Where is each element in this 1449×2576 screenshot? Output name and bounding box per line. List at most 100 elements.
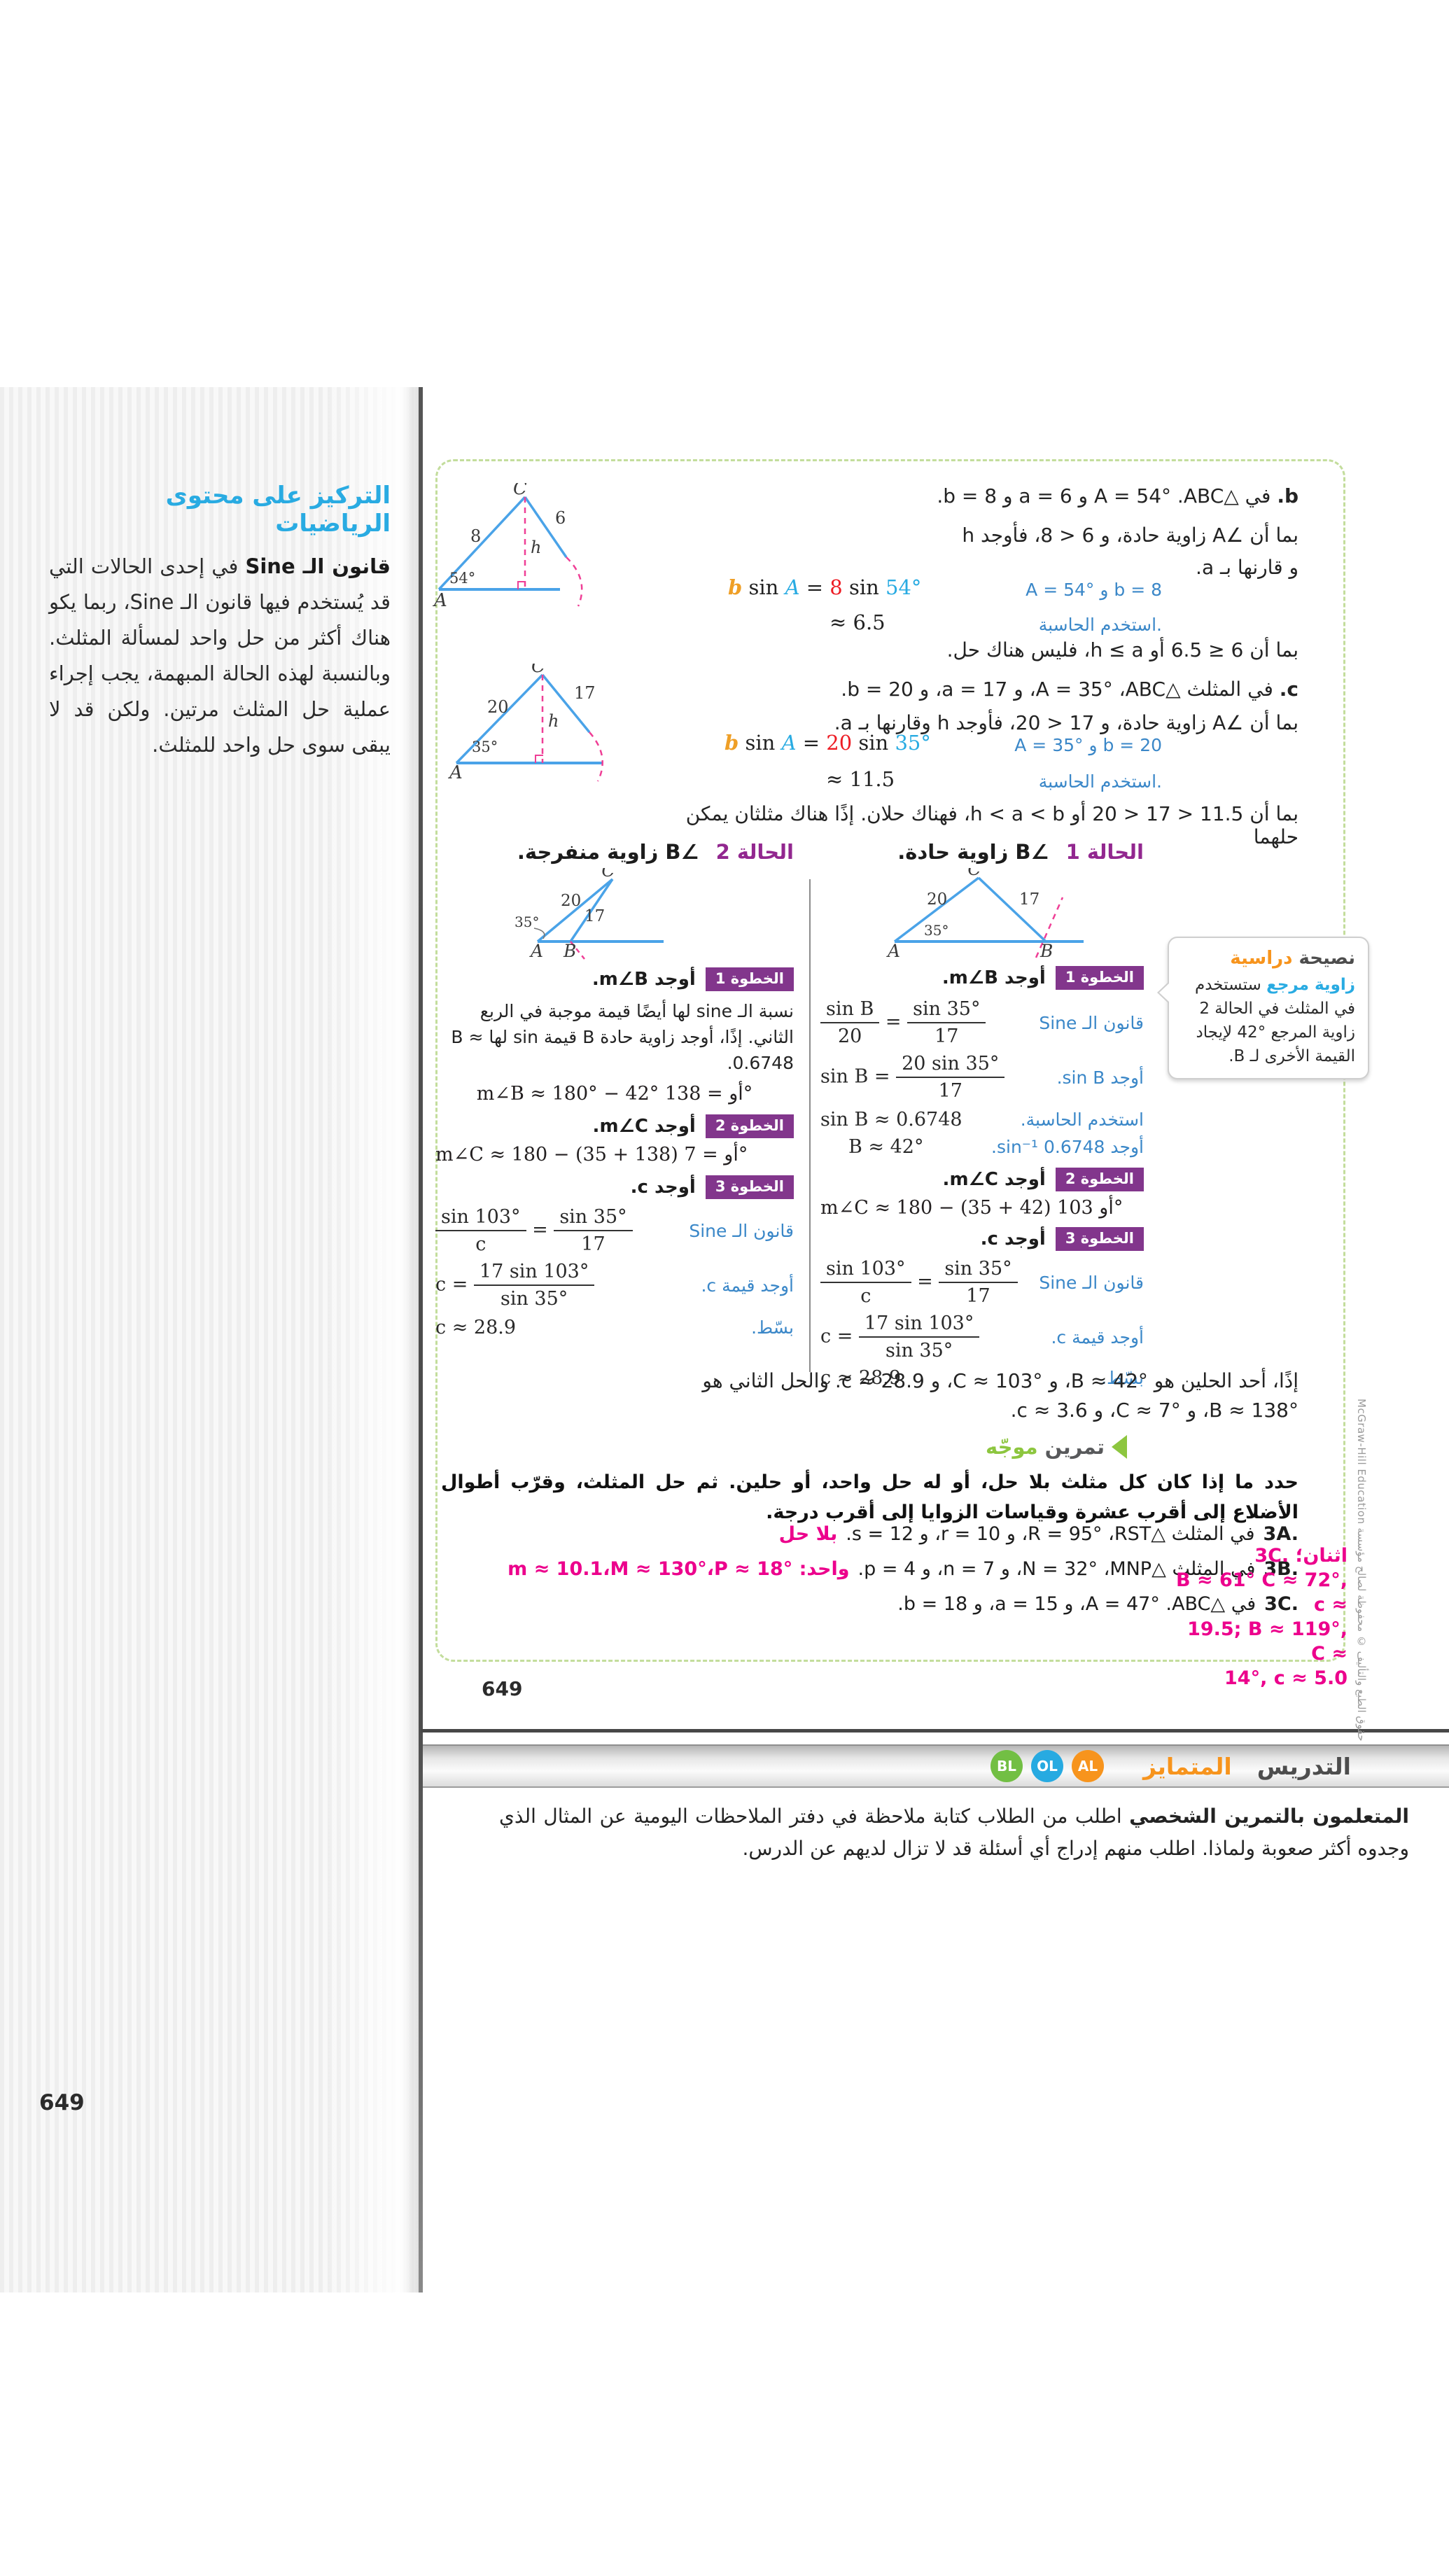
study-tip-title: نصيحة دراسية [1230, 948, 1355, 969]
case2-row5: قانون الـ Sine sin 103° c = sin 35° 17 [435, 1206, 794, 1255]
conclusion-line2: B ≈ 138°، و C ≈ 7°، و c ≈ 3.6. [1010, 1399, 1298, 1422]
label-angle-35: 35° [472, 738, 498, 755]
sidebar-lead: قانون الـ Sine [245, 554, 391, 578]
label-B: B [1040, 941, 1053, 959]
case-1-header: الحالة 1 ∠B زاوية حادة. [897, 840, 1144, 864]
label-A: A [529, 941, 543, 960]
case1-row3: استخدم الحاسبة. sin B ≈ 0.6748 [820, 1109, 1144, 1130]
example-b-line3: و قارنها بـ a. [1196, 556, 1298, 579]
copyright-vertical: حقوق الطبع والتأليف © محفوظة لصالح مؤسسة… [1355, 1399, 1368, 1742]
teacher-note: المتعلمون بالتمرين الشخصي اطلب من الطلاب… [499, 1805, 1409, 1860]
step-badge: الخطوة 2 [705, 1114, 794, 1138]
step-badge: الخطوة 1 [1055, 966, 1144, 990]
example-c-line1: c. في المثلث ‏△ABC، ‏A = 35°، و a = 17، … [841, 678, 1298, 701]
answer-3a: بلا حل [778, 1523, 838, 1545]
problem-3b: 3B. في المثلث ‏△MNP، ‏N = 32°، و n = 7، … [507, 1558, 1298, 1580]
example-b-line1: b. في ‏△ABC. ‏A = 54° و a = 6 و b = 8. [937, 484, 1298, 507]
margin-answer-3c: 3C. اثنان؛ B ≈ 61° C ≈ 72°, c ≈ 19.5; B … [1175, 1545, 1348, 1689]
study-tip-body: زاوية مرجع ستستخدم في المثلث في الحالة 2… [1194, 976, 1355, 1065]
triangle-figure-b: C A h 8 6 54° [433, 483, 583, 611]
sidebar-title: التركيز على محتوى الرياضيات [165, 482, 391, 538]
case2-step1-eq: m∠B ≈ 180° − 42° أو = 138° [476, 1083, 753, 1105]
example-b-line2: بما أن ∠A زاوية حادة، و 6 < 8، فأوجد h [962, 524, 1298, 547]
band-title-dark: التدريس [1256, 1752, 1351, 1780]
case1-step2-eq: m∠C ≈ 180 − (35 + 42) أو 103° [820, 1197, 1124, 1219]
label-C: C [967, 868, 981, 879]
label-h: h [548, 711, 559, 731]
conclusion-line1: إذًا، أحد الحلين هو B ≈ 42°، و C ≈ 103°،… [702, 1369, 1298, 1392]
label-side-20: 20 [561, 892, 581, 910]
example-b-equation: b sin A = 8 sin 54° [728, 575, 922, 599]
label-A: A [886, 941, 900, 959]
example-b-result: بما أن 6 ≤ 6.5 أو h ≤ a، فليس هناك حل. [946, 638, 1298, 662]
example-b-annotation1: A = 54° و b = 8 [1026, 580, 1162, 600]
label-angle-35: 35° [924, 922, 948, 939]
case2-step1: الخطوة 1 أوجد m∠B. [435, 967, 794, 991]
band-title-orange: المتمايز [1142, 1752, 1232, 1780]
label-side-17: 17 [574, 683, 596, 703]
problem-3c: 3C. في ‏△ABC. ‏A = 47°، و a = 15، و b = … [897, 1593, 1298, 1615]
case2-row7: بسّط. c ≈ 28.9 [435, 1317, 794, 1338]
case1-row4: أوجد sin⁻¹ 0.6748. B ≈ 42° [848, 1136, 1144, 1158]
example-c-result: بما أن 11.5 < 17 < 20 أو h < a < b، فهنا… [685, 802, 1298, 848]
answer-3b: واحد: m ≈ 10.1،M ≈ 130°،P ≈ 18° [507, 1558, 850, 1580]
case1-row1: قانون الـ Sine sin B 20 = sin 35° 17 [820, 998, 1144, 1047]
badge-ol: OL [1030, 1750, 1063, 1782]
example-c-approx: ≈ 11.5 [826, 767, 895, 791]
green-arrow-icon [1111, 1435, 1127, 1459]
label-h: h [531, 538, 541, 557]
case-1-column: الحالة 1 ∠B زاوية حادة. C A B 20 17 35° … [820, 840, 1144, 1389]
case1-row6: أوجد قيمة c. c = 17 sin 103° sin 35° [820, 1312, 1144, 1362]
case1-step3: الخطوة 3 أوجد c. [820, 1227, 1144, 1251]
label-angle-54: 54° [449, 570, 475, 587]
case1-row7: بسّط. c ≈ 28.9 [820, 1367, 1144, 1389]
example-b-approx: ≈ 6.5 [830, 610, 886, 634]
sidebar-math-focus: التركيز على محتوى الرياضيات قانون الـ Si… [49, 482, 391, 763]
case1-row5: قانون الـ Sine sin 103° c = sin 35° 17 [820, 1258, 1144, 1307]
case2-paragraph: نسبة الـ sine لها أيضًا قيمة موجبة في ال… [451, 1001, 794, 1073]
case2-row6: أوجد قيمة c. c = 17 sin 103° sin 35° [435, 1261, 794, 1310]
label-side-17: 17 [584, 907, 605, 925]
label-C: C [531, 664, 545, 677]
label-side-17: 17 [1019, 890, 1040, 909]
case1-step1: الخطوة 1 أوجد m∠B. [820, 966, 1144, 990]
label-side-6: 6 [555, 508, 566, 528]
badge-al: AL [1071, 1750, 1104, 1782]
guided-practice-marker: تمرين موجّه [986, 1435, 1127, 1459]
page-number-main: 649 [482, 1677, 523, 1700]
label-side-8: 8 [470, 526, 481, 546]
teacher-note-lead: المتعلمون بالتمرين الشخصي [1129, 1805, 1409, 1828]
triangle-figure-case2: C A B 20 17 35° [514, 868, 664, 960]
callout-pointer-icon [1157, 981, 1170, 1004]
label-B: B [563, 941, 576, 960]
triangle-figure-c: C A h 20 17 35° [448, 664, 603, 783]
case2-step2-eq: m∠C ≈ 180 − (35 + 138) أو = 7° [435, 1144, 748, 1166]
label-C: C [513, 483, 527, 499]
step-badge: الخطوة 1 [705, 967, 794, 991]
sidebar-body: قانون الـ Sine في إحدى الحالات التي قد ي… [49, 554, 391, 757]
label-angle-35: 35° [514, 913, 539, 930]
case-2-column: الحالة 2 ∠B زاوية منفرجة. C A B 20 17 35… [435, 840, 794, 1338]
label-A: A [448, 762, 463, 783]
badge-bl: BL [990, 1750, 1023, 1782]
example-b-annotation2: استخدم الحاسبة. [1038, 615, 1162, 635]
page-bottom-edge [421, 1729, 1449, 1732]
case1-step2: الخطوة 2 أوجد m∠C. [820, 1168, 1144, 1191]
page-edge-line [419, 387, 423, 2292]
case2-step3: الخطوة 3 أوجد c. [435, 1175, 794, 1199]
example-c-equation: b sin A = 20 sin 35° [724, 731, 931, 755]
case-2-header: الحالة 2 ∠B زاوية منفرجة. [517, 840, 794, 864]
guided-practice-intro: حدد ما إذا كان كل مثلث بلا حل، أو له حل … [441, 1471, 1298, 1523]
label-side-20: 20 [487, 697, 509, 717]
page-number-margin: 649 [39, 2090, 85, 2115]
problem-3a: 3A. في المثلث ‏△RST، ‏R = 95°، و r = 10،… [778, 1523, 1298, 1545]
step-badge: الخطوة 2 [1055, 1168, 1144, 1191]
case-columns-divider [809, 879, 811, 1372]
differentiated-instruction-band: التدريس المتمايز AL OL BL [423, 1744, 1449, 1788]
label-side-20: 20 [927, 890, 947, 909]
step-badge: الخطوة 3 [705, 1175, 794, 1199]
example-c-annotation1: A = 35° و b = 20 [1014, 735, 1162, 755]
adjacent-page-band [0, 387, 419, 2292]
label-A: A [433, 590, 447, 611]
